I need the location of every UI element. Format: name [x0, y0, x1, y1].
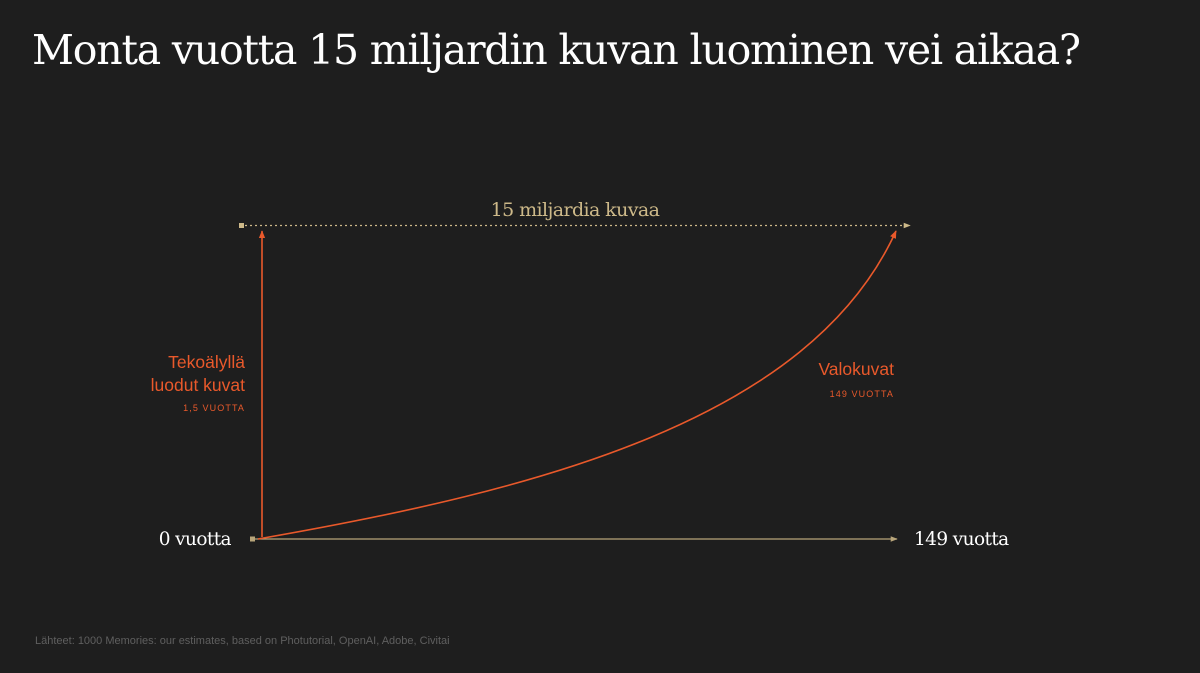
origin-marker	[250, 536, 255, 542]
series-label-ai-line-1: Tekoälyllä	[168, 352, 245, 372]
x-axis-end-label: 149 vuotta	[914, 529, 1009, 550]
page-title: Monta vuotta 15 miljardin kuvan luominen…	[32, 26, 1081, 74]
top-target-label: 15 miljardia kuvaa	[491, 199, 660, 221]
series-duration-ai: 1,5 VUOTTA	[183, 403, 245, 413]
series-line-photos	[257, 230, 897, 540]
top-line-start-marker	[239, 223, 244, 228]
series-label-ai-line-2: luodut kuvat	[151, 375, 246, 395]
x-axis-start-label: 0 vuotta	[159, 529, 232, 550]
source-note: Lähteet: 1000 Memories: our estimates, b…	[35, 635, 450, 647]
series-duration-photos: 149 VUOTTA	[830, 389, 894, 399]
series-label-photos: Valokuvat	[818, 359, 894, 379]
